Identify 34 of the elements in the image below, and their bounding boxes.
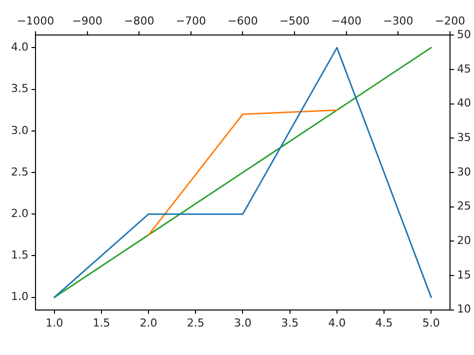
y-tick-label: 4.0 [10, 40, 28, 54]
y-tick-label: 1.5 [10, 248, 28, 262]
x-tick-label: 1.5 [92, 316, 110, 330]
y2-tick-label: 40 [457, 96, 472, 110]
x-tick-label: 1.0 [46, 316, 64, 330]
y2-tick-label: 30 [457, 165, 472, 178]
y-tick-label: 1.0 [10, 290, 28, 304]
x2-tick-label: −500 [279, 14, 310, 28]
y-tick-label: 2.5 [10, 165, 28, 178]
x2-tick-label: −600 [228, 14, 258, 28]
y-tick-label: 3.0 [10, 124, 28, 137]
x-tick-label: 2.0 [140, 316, 158, 330]
x2-tick-label: −800 [124, 14, 154, 28]
x2-tick-label: −300 [383, 14, 414, 28]
x2-tick-label: −1000 [16, 14, 54, 28]
x2-tick-label: −200 [434, 14, 466, 28]
x2-tick-label: −900 [72, 14, 102, 28]
y2-tick-label: 35 [457, 131, 472, 144]
x-tick-label: 4.5 [375, 316, 393, 330]
x2-tick-label: −400 [331, 14, 362, 28]
x-tick-label: 3.5 [281, 316, 299, 330]
x-tick-label: 5.0 [422, 316, 440, 330]
y-tick-label: 2.0 [10, 206, 28, 220]
x-tick-label: 4.0 [328, 316, 346, 330]
x-tick-label: 3.0 [234, 316, 252, 330]
y2-tick-label: 45 [457, 62, 472, 76]
y2-tick-label: 50 [457, 28, 472, 42]
x-tick-label: 2.5 [186, 316, 204, 330]
y2-tick-label: 15 [457, 268, 472, 282]
y2-tick-label: 20 [457, 234, 472, 248]
y-tick-label: 3.5 [10, 82, 28, 96]
x2-tick-label: −700 [176, 14, 206, 28]
y2-tick-label: 25 [457, 200, 472, 213]
y2-tick-label: 10 [457, 302, 472, 316]
